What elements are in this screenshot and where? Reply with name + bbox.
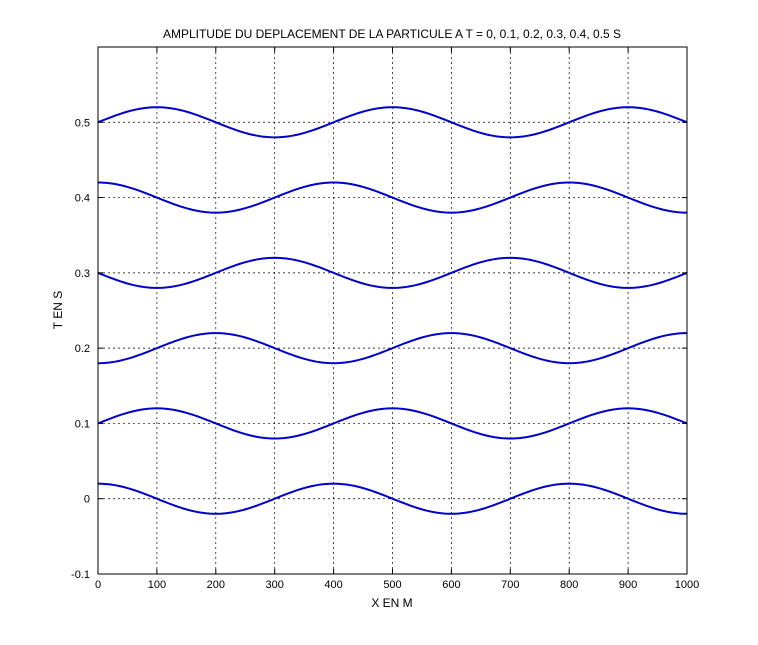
- chart-title: AMPLITUDE DU DEPLACEMENT DE LA PARTICULE…: [163, 27, 621, 41]
- y-tick-label: 0.5: [75, 117, 90, 129]
- y-tick-label: 0.3: [75, 268, 90, 280]
- series-lines: [97, 106, 688, 515]
- x-tick-label: 600: [442, 579, 460, 591]
- x-tick-label: 100: [148, 579, 166, 591]
- series-line: [97, 407, 688, 440]
- plot-area: [98, 47, 687, 574]
- y-tick-label: 0.4: [75, 193, 90, 205]
- x-tick-label: 800: [560, 579, 578, 591]
- x-axis-label: X EN M: [371, 596, 412, 610]
- series-line: [97, 106, 688, 139]
- y-tick-label: -0.1: [71, 569, 90, 581]
- x-tick-label: 300: [266, 579, 284, 591]
- x-tick-label: 500: [383, 579, 401, 591]
- y-tick-labels: -0.1 0 0.1 0.2 0.3 0.4 0.5: [71, 117, 90, 581]
- y-tick-label: 0.1: [75, 418, 90, 430]
- x-tick-labels: 0 100 200 300 400 500 600 700 800 900 1000: [95, 579, 699, 591]
- grid-lines: [98, 47, 687, 574]
- y-tick-label: 0.2: [75, 343, 90, 355]
- x-tick-label: 700: [501, 579, 519, 591]
- axis-ticks: [97, 47, 688, 575]
- x-tick-label: 400: [324, 579, 342, 591]
- series-line: [97, 332, 688, 365]
- series-line: [97, 181, 688, 214]
- series-line: [97, 482, 688, 515]
- x-tick-label: 0: [95, 579, 101, 591]
- x-tick-label: 1000: [675, 579, 699, 591]
- series-line: [97, 256, 688, 289]
- x-tick-label: 200: [207, 579, 225, 591]
- y-tick-label: 0: [84, 494, 90, 506]
- y-axis-label: T EN S: [51, 291, 65, 329]
- x-tick-label: 900: [619, 579, 637, 591]
